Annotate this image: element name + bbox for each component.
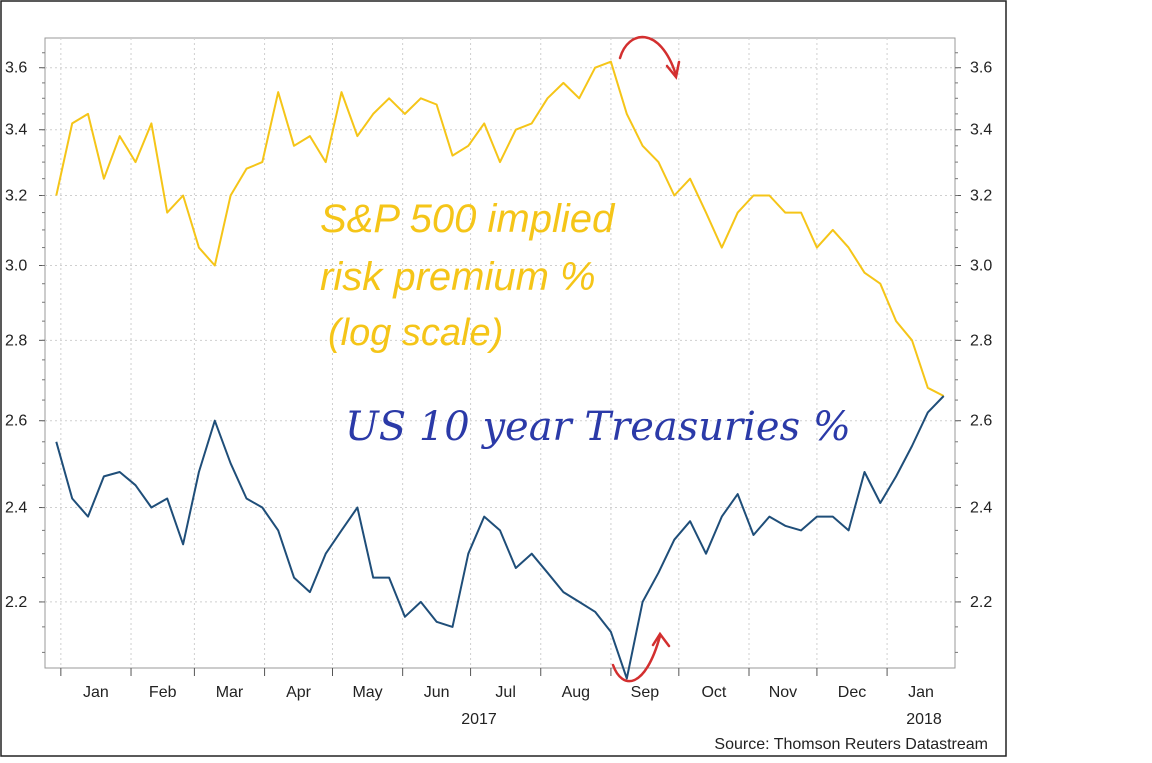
series-layer [55,60,945,680]
risk-premium-annotation-line-1: S&P 500 implied [320,197,616,241]
x-tick-label: Jan [908,684,934,701]
y-tick-label-left: 2.8 [5,332,27,349]
y-tick-label-left: 2.6 [5,413,27,430]
y-tick-label-right: 2.2 [970,594,992,611]
month-label-layer: Jan Feb Mar Apr May Jun Jul Aug Sep Oct Nov Dec Jan [83,684,934,701]
y-tick-label-left: 2.2 [5,594,27,611]
y-tick-label-left: 3.0 [5,257,27,274]
peak-arrow-icon [618,35,681,80]
y-tick-label-left: 3.4 [5,122,27,139]
y-tick-label-right: 2.4 [970,500,992,517]
risk_premium-line [55,60,945,397]
x-tick-label: Mar [216,684,244,701]
y-tick-label-left: 3.6 [5,60,27,77]
x-tick-label: Feb [149,684,177,701]
x-tick-label: Nov [769,684,797,701]
x-tick-label: Jan [83,684,109,701]
treasuries-line [55,395,945,680]
y-tick-label-right: 2.8 [970,332,992,349]
year-label-2018: 2018 [906,711,942,728]
risk-premium-annotation: S&P 500 implied risk premium % (log scal… [320,197,616,354]
treasuries-annotation: US 10 year Treasuries % [345,404,851,450]
axis-layer: 2.2 2.2 2.4 2.4 2.6 2.6 2.8 2.8 3.0 3.0 3.2 3.2 3.4 3… [5,52,992,676]
risk-premium-annotation-line-3: (log scale) [328,312,503,354]
y-tick-label-right: 2.6 [970,413,992,430]
x-tick-label: Jun [424,684,450,701]
y-tick-label-right: 3.0 [970,257,992,274]
plot-area [44,37,956,669]
x-tick-label: Sep [631,684,660,701]
risk-premium-annotation-line-2: risk premium % [320,255,596,299]
x-tick-label: Jul [495,684,515,701]
source-label: Source: Thomson Reuters Datastream [714,736,988,753]
y-tick-label-right: 3.2 [970,187,992,204]
y-tick-label-left: 2.4 [5,500,27,517]
x-tick-label: May [352,684,382,701]
x-tick-label: Aug [562,684,590,701]
x-tick-label: Oct [701,684,726,701]
x-tick-label: Apr [286,684,312,701]
grid-layer [45,38,955,668]
y-tick-label-right: 3.4 [970,122,992,139]
trough-arrow-icon [611,631,671,683]
y-tick-label-right: 3.6 [970,60,992,77]
x-tick-label: Dec [838,684,866,701]
year-label-2017: 2017 [461,711,497,728]
y-tick-label-left: 3.2 [5,187,27,204]
